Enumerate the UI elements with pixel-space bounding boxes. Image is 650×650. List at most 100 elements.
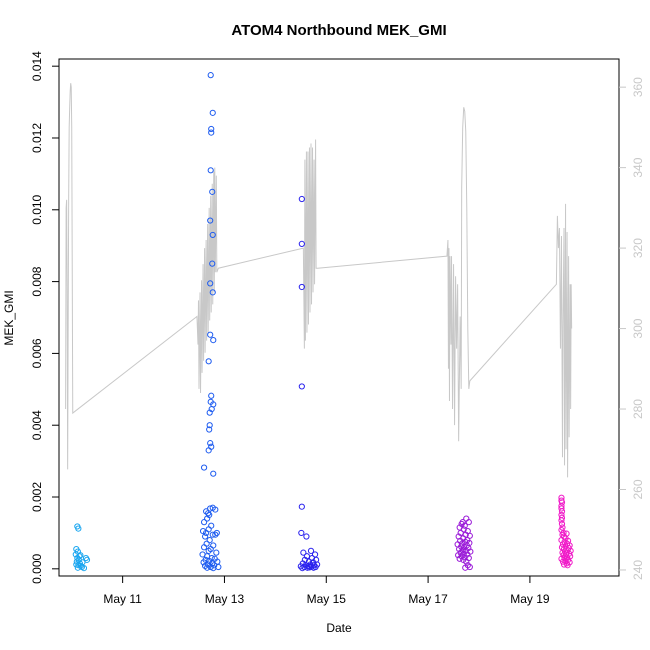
data-point — [200, 464, 208, 471]
y2-tick-label: 260 — [631, 479, 645, 499]
y-tick-label: 0.004 — [30, 410, 44, 440]
data-point — [204, 515, 211, 522]
points-layer — [72, 72, 574, 572]
y2-tick-label: 280 — [631, 399, 645, 419]
data-point — [205, 358, 212, 365]
y-tick-label: 0.008 — [30, 266, 44, 296]
data-point — [206, 422, 213, 429]
series-2 — [199, 72, 222, 572]
data-point — [208, 125, 215, 133]
data-point — [208, 129, 215, 136]
data-point — [298, 383, 305, 390]
data-point — [210, 565, 217, 572]
x-tick-label: May 11 — [103, 592, 142, 606]
data-point — [303, 533, 310, 540]
data-point — [298, 503, 305, 510]
data-point — [205, 447, 212, 454]
data-point — [558, 508, 566, 515]
data-point — [200, 519, 208, 526]
data-point — [199, 528, 207, 535]
data-point — [207, 280, 214, 287]
x-tick-label: May 19 — [510, 592, 550, 606]
chart-title: ATOM4 Northbound MEK_GMI — [231, 22, 446, 39]
data-point — [209, 289, 216, 296]
data-point — [206, 537, 213, 544]
data-point — [75, 525, 82, 532]
y2-axis: 240 260 280 300 320 340 360 — [619, 77, 645, 580]
data-point — [207, 331, 214, 338]
data-point — [310, 564, 317, 571]
data-point — [456, 555, 463, 562]
data-point — [558, 499, 566, 506]
data-point — [207, 440, 214, 447]
y-tick-label: 0.006 — [30, 338, 44, 368]
x-axis-label: Date — [326, 621, 352, 635]
data-point — [206, 426, 213, 433]
data-point — [200, 544, 208, 551]
data-point — [77, 552, 84, 559]
data-point — [298, 195, 305, 203]
data-point — [209, 231, 216, 239]
data-point — [202, 533, 209, 540]
data-point — [204, 564, 211, 571]
data-point — [203, 529, 210, 537]
y-tick-label: 0.010 — [30, 194, 44, 224]
data-point — [209, 260, 216, 267]
y-tick-label: 0.014 — [30, 51, 44, 81]
data-point — [300, 549, 307, 556]
x-axis: May 11 May 13 May 15 May 17 May 19 — [103, 576, 550, 606]
data-point — [561, 554, 568, 562]
data-point — [559, 558, 567, 565]
data-point — [207, 72, 214, 79]
data-point — [83, 556, 91, 563]
data-point — [462, 564, 469, 571]
data-point — [208, 392, 215, 399]
y2-tick-label: 340 — [631, 157, 645, 177]
data-point — [213, 529, 220, 537]
series-1 — [72, 523, 91, 572]
y-tick-label: 0.000 — [30, 553, 44, 583]
data-point — [299, 565, 306, 572]
data-point — [212, 506, 219, 513]
x-tick-label: May 15 — [307, 592, 347, 606]
y2-tick-label: 240 — [631, 560, 645, 580]
data-point — [558, 520, 566, 528]
y2-tick-label: 360 — [631, 77, 645, 97]
data-point — [79, 559, 86, 566]
data-point — [210, 337, 217, 344]
secondary-line-layer — [65, 83, 573, 478]
data-point — [456, 545, 463, 553]
data-point — [72, 551, 79, 558]
data-point — [212, 531, 219, 538]
x-tick-label: May 17 — [408, 592, 448, 606]
data-point — [466, 563, 473, 571]
data-point — [207, 217, 214, 224]
y-tick-label: 0.012 — [30, 123, 44, 153]
data-point — [564, 562, 571, 569]
data-point — [209, 109, 216, 116]
series-5 — [558, 494, 574, 569]
secondary-line — [65, 83, 573, 478]
x-tick-label: May 13 — [205, 592, 245, 606]
data-point — [74, 564, 81, 571]
data-point — [558, 514, 566, 521]
data-point — [558, 517, 565, 524]
data-point — [455, 552, 462, 559]
y-axis: 0.000 0.002 0.004 0.006 0.008 0.010 0.012 0.014 — [30, 51, 59, 584]
series-3 — [297, 195, 321, 572]
data-point — [213, 549, 220, 556]
y2-tick-label: 300 — [631, 318, 645, 338]
y2-tick-label: 320 — [631, 238, 645, 258]
data-point — [206, 409, 213, 416]
data-point — [297, 563, 304, 570]
data-point — [460, 556, 467, 563]
data-point — [210, 470, 217, 477]
series-4 — [454, 515, 474, 571]
data-point — [73, 561, 80, 568]
data-point — [298, 240, 305, 247]
data-point — [465, 519, 472, 526]
y-axis-label: MEK_GMI — [2, 290, 16, 345]
data-point — [80, 565, 88, 572]
